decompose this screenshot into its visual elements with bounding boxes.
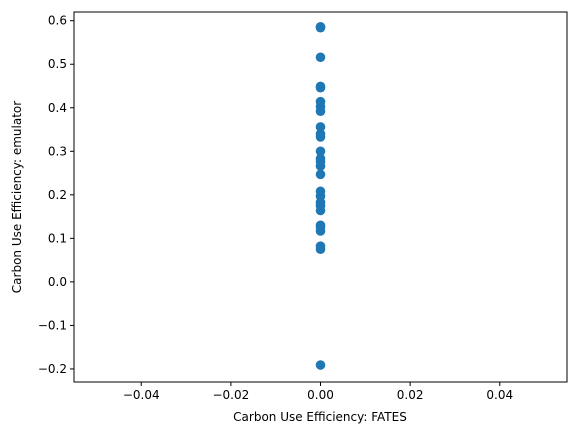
x-tick-label: 0.00 <box>307 388 334 402</box>
y-tick-label: 0.3 <box>48 144 67 158</box>
y-axis-label: Carbon Use Efficiency: emulator <box>10 101 24 293</box>
data-point <box>315 22 326 33</box>
data-point <box>315 122 326 132</box>
points-layer <box>315 22 326 370</box>
y-tick-label: 0.2 <box>48 188 67 202</box>
data-point <box>315 52 326 63</box>
x-axis-ticks: −0.04 −0.02 0.00 0.02 0.04 <box>123 382 513 402</box>
y-tick-label: 0.4 <box>48 101 67 115</box>
data-point <box>315 205 326 216</box>
x-axis-label: Carbon Use Efficiency: FATES <box>233 410 407 424</box>
x-tick-label: −0.02 <box>212 388 249 402</box>
y-tick-label: −0.1 <box>38 318 67 332</box>
y-tick-label: 0.1 <box>48 231 67 245</box>
data-point <box>315 132 326 142</box>
data-point <box>315 82 326 93</box>
x-tick-label: −0.04 <box>123 388 160 402</box>
y-tick-label: 0.0 <box>48 275 67 289</box>
data-point <box>315 226 326 236</box>
x-tick-label: 0.04 <box>486 388 513 402</box>
y-tick-label: −0.2 <box>38 362 67 376</box>
y-axis-ticks: −0.2 −0.1 0.0 0.1 0.2 0.3 0.4 0.5 0.6 <box>38 14 74 376</box>
y-tick-label: 0.6 <box>48 14 67 28</box>
data-point <box>315 106 326 117</box>
data-point <box>315 161 326 171</box>
data-point <box>315 360 326 370</box>
data-point <box>315 169 326 180</box>
data-point <box>315 146 326 157</box>
y-tick-label: 0.5 <box>48 57 67 71</box>
x-tick-label: 0.02 <box>397 388 424 402</box>
data-point <box>315 244 326 255</box>
